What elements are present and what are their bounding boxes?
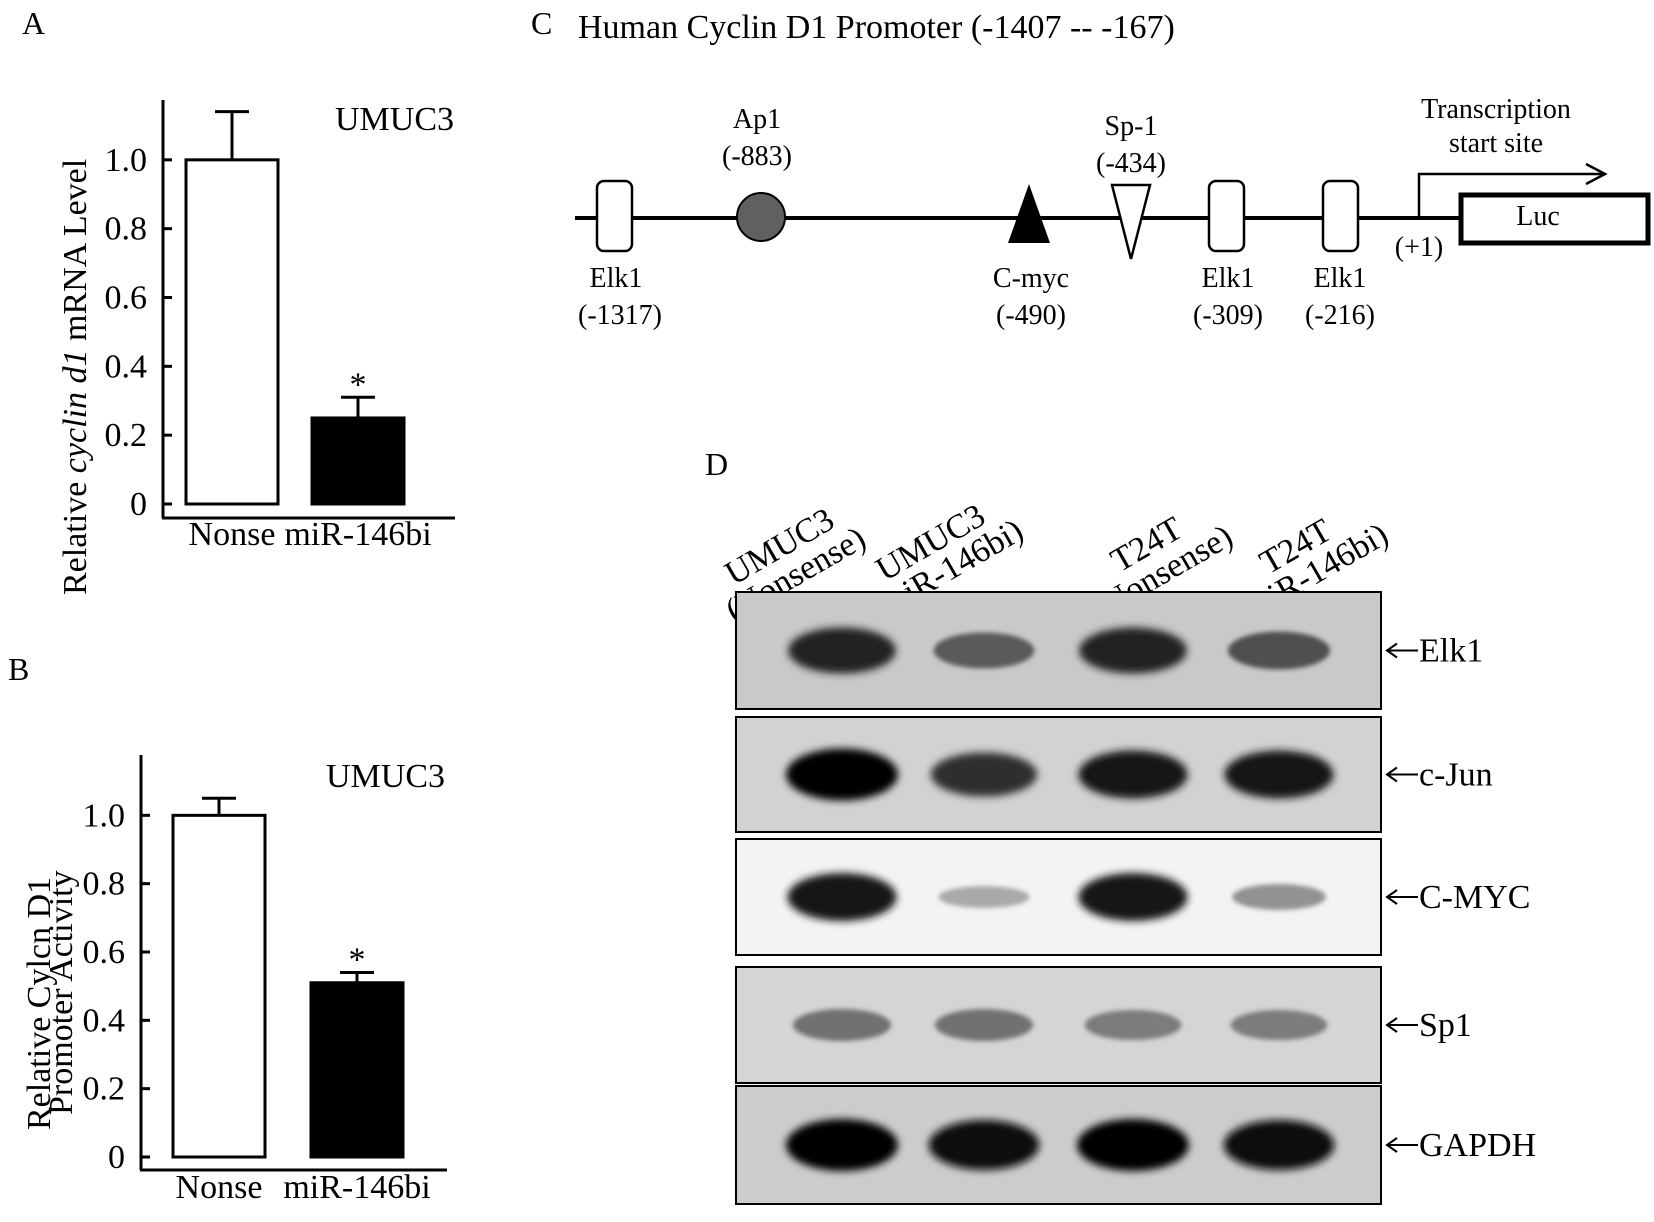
y-tick-label: 0.4 — [105, 348, 148, 385]
blot-band — [787, 873, 897, 921]
panel-c-title: Human Cyclin D1 Promoter (-1407 -- -167) — [578, 9, 1175, 46]
panel-b-cell-line: UMUC3 — [326, 758, 445, 795]
panel-d-letter: D — [705, 446, 728, 482]
y-tick-label: 0 — [130, 486, 147, 523]
bar — [309, 981, 405, 1159]
blot-band — [1230, 1010, 1328, 1040]
blot-band — [793, 1009, 891, 1041]
blot-band — [938, 886, 1030, 908]
blot-band — [1227, 631, 1331, 670]
x-category-label: miR-146bi — [284, 516, 431, 553]
blot-band — [1223, 1120, 1335, 1170]
bar — [310, 416, 406, 506]
y-tick-label: 0.4 — [83, 1002, 126, 1039]
elk1-site-box — [595, 179, 634, 253]
y-tick-label: 0.8 — [105, 211, 148, 248]
blot-protein-label: Elk1 — [1419, 633, 1483, 670]
ap1-site-label: Ap1 — [733, 104, 781, 135]
cmyc-site-triangle — [1008, 184, 1050, 243]
elk1-site-label: Elk1 — [1314, 263, 1367, 294]
x-category-label: Nonse — [176, 1169, 263, 1206]
blot-band — [786, 748, 898, 801]
tss-arrowhead-icon — [1585, 162, 1608, 186]
cmyc-site-label: C-myc — [993, 263, 1069, 294]
bar — [184, 158, 280, 506]
tss-label-line2: start site — [1449, 128, 1543, 159]
y-tick-label: 0 — [108, 1139, 125, 1176]
blot-band — [935, 1009, 1033, 1041]
blot-arrowhead-icon — [1385, 889, 1398, 905]
elk1-site-label: Elk1 — [1202, 263, 1255, 294]
significance-asterisk: * — [349, 942, 366, 979]
western-blots: Elk1 c-Jun C-MYC Sp1 GAPDH — [735, 591, 1536, 1205]
elk1-site-position: (-1317) — [578, 300, 662, 331]
panel-b-ylabel-line1: Relative Cylcn D1 — [21, 877, 58, 1130]
sp1-site-position: (-434) — [1096, 148, 1166, 179]
panel-d: D UMUC3(Nonsense)UMUC3(miR-146bi) T24T(No… — [705, 446, 1536, 1205]
panel-c-letter: C — [531, 5, 552, 41]
ap1-site-circle — [736, 192, 786, 242]
panel-a-letter: A — [22, 5, 45, 41]
ap1-site-position: (-883) — [722, 141, 792, 172]
elk1-site-box — [1207, 179, 1246, 253]
blot-band — [1078, 750, 1188, 799]
blot-band — [1078, 873, 1188, 921]
significance-asterisk: * — [350, 366, 367, 403]
sp1-site-triangle — [1110, 183, 1152, 260]
y-tick-label: 0.2 — [83, 1071, 126, 1108]
blot-protein-label: GAPDH — [1419, 1127, 1536, 1164]
y-tick-label: 0.6 — [105, 280, 148, 317]
panel-a-cell-line: UMUC3 — [335, 101, 454, 138]
panel-a-ylabel: Relative cyclin d1 mRNA Level — [57, 159, 94, 595]
blot-band — [1084, 1010, 1182, 1040]
x-category-label: Nonse — [189, 516, 276, 553]
blot-arrowhead-icon — [1385, 1137, 1398, 1153]
blot-band — [1224, 750, 1334, 799]
panel-b-ylabel-line2: Promoter Activity — [43, 870, 80, 1115]
sp1-site-label: Sp-1 — [1105, 111, 1158, 142]
panel-b-chart: 0 0.2 0.4 0.6 0.8 1.0 Nonse miR-146bi * — [83, 796, 431, 1206]
luc-reporter-box — [1458, 192, 1651, 246]
blot-protein-label: c-Jun — [1419, 757, 1493, 794]
panel-b: B UMUC3 Relative Cylcn D1 Promoter Activ… — [8, 651, 447, 1206]
blot-band — [786, 1119, 898, 1171]
y-tick-label: 0.6 — [83, 934, 126, 971]
y-tick-label: 0.8 — [83, 866, 126, 903]
bar — [171, 813, 267, 1159]
blot-protein-label: Sp1 — [1419, 1007, 1472, 1044]
luc-reporter-label: Luc — [1516, 201, 1560, 232]
x-category-label: miR-146bi — [283, 1169, 430, 1206]
tss-arrow — [1417, 172, 1603, 218]
blot-band — [933, 632, 1035, 669]
y-tick-label: 0.2 — [105, 417, 148, 454]
blot-band — [788, 627, 896, 674]
panel-a-chart: 0 0.2 0.4 0.6 0.8 1.0 Nonse miR-146bi * — [105, 110, 432, 553]
blot-protein-label: C-MYC — [1419, 879, 1530, 916]
panel-c: C Human Cyclin D1 Promoter (-1407 -- -16… — [531, 5, 1651, 331]
tss-label-line1: Transcription — [1421, 94, 1571, 125]
blot-band — [1077, 1119, 1189, 1171]
blot-band — [928, 1120, 1040, 1170]
blot-arrowhead-icon — [1385, 642, 1398, 659]
blot-band — [1232, 884, 1326, 910]
y-tick-label: 1.0 — [83, 797, 126, 834]
elk1-site-box — [1321, 179, 1360, 253]
elk1-site-position: (-216) — [1305, 300, 1375, 331]
blot-band — [930, 752, 1038, 797]
elk1-site-label: Elk1 — [590, 263, 643, 294]
panel-a: A UMUC3 Relative cyclin d1 mRNA Level 00… — [22, 5, 455, 595]
panel-b-letter: B — [8, 651, 29, 687]
blot-arrowhead-icon — [1385, 1017, 1398, 1033]
elk1-site-position: (-309) — [1193, 300, 1263, 331]
blot-band — [1079, 627, 1187, 674]
blot-arrowhead-icon — [1385, 766, 1398, 783]
plus-one-label: (+1) — [1395, 232, 1443, 263]
y-tick-label: 1.0 — [105, 142, 148, 179]
cmyc-site-position: (-490) — [996, 300, 1066, 331]
